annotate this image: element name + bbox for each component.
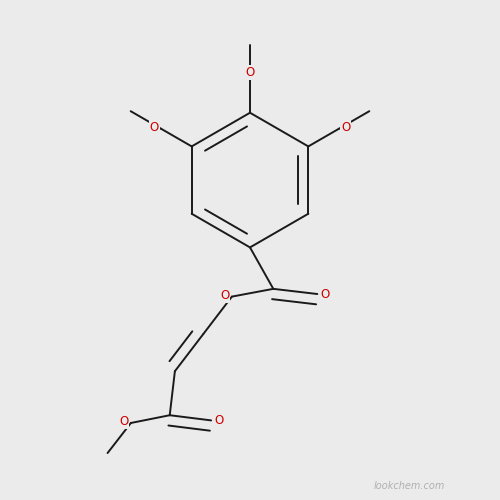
Text: O: O <box>320 288 330 300</box>
Text: O: O <box>220 288 229 302</box>
Text: O: O <box>214 414 224 427</box>
Text: O: O <box>246 66 254 80</box>
Text: lookchem.com: lookchem.com <box>374 481 444 491</box>
Text: O: O <box>150 120 159 134</box>
Text: O: O <box>119 416 128 428</box>
Text: O: O <box>341 120 350 134</box>
